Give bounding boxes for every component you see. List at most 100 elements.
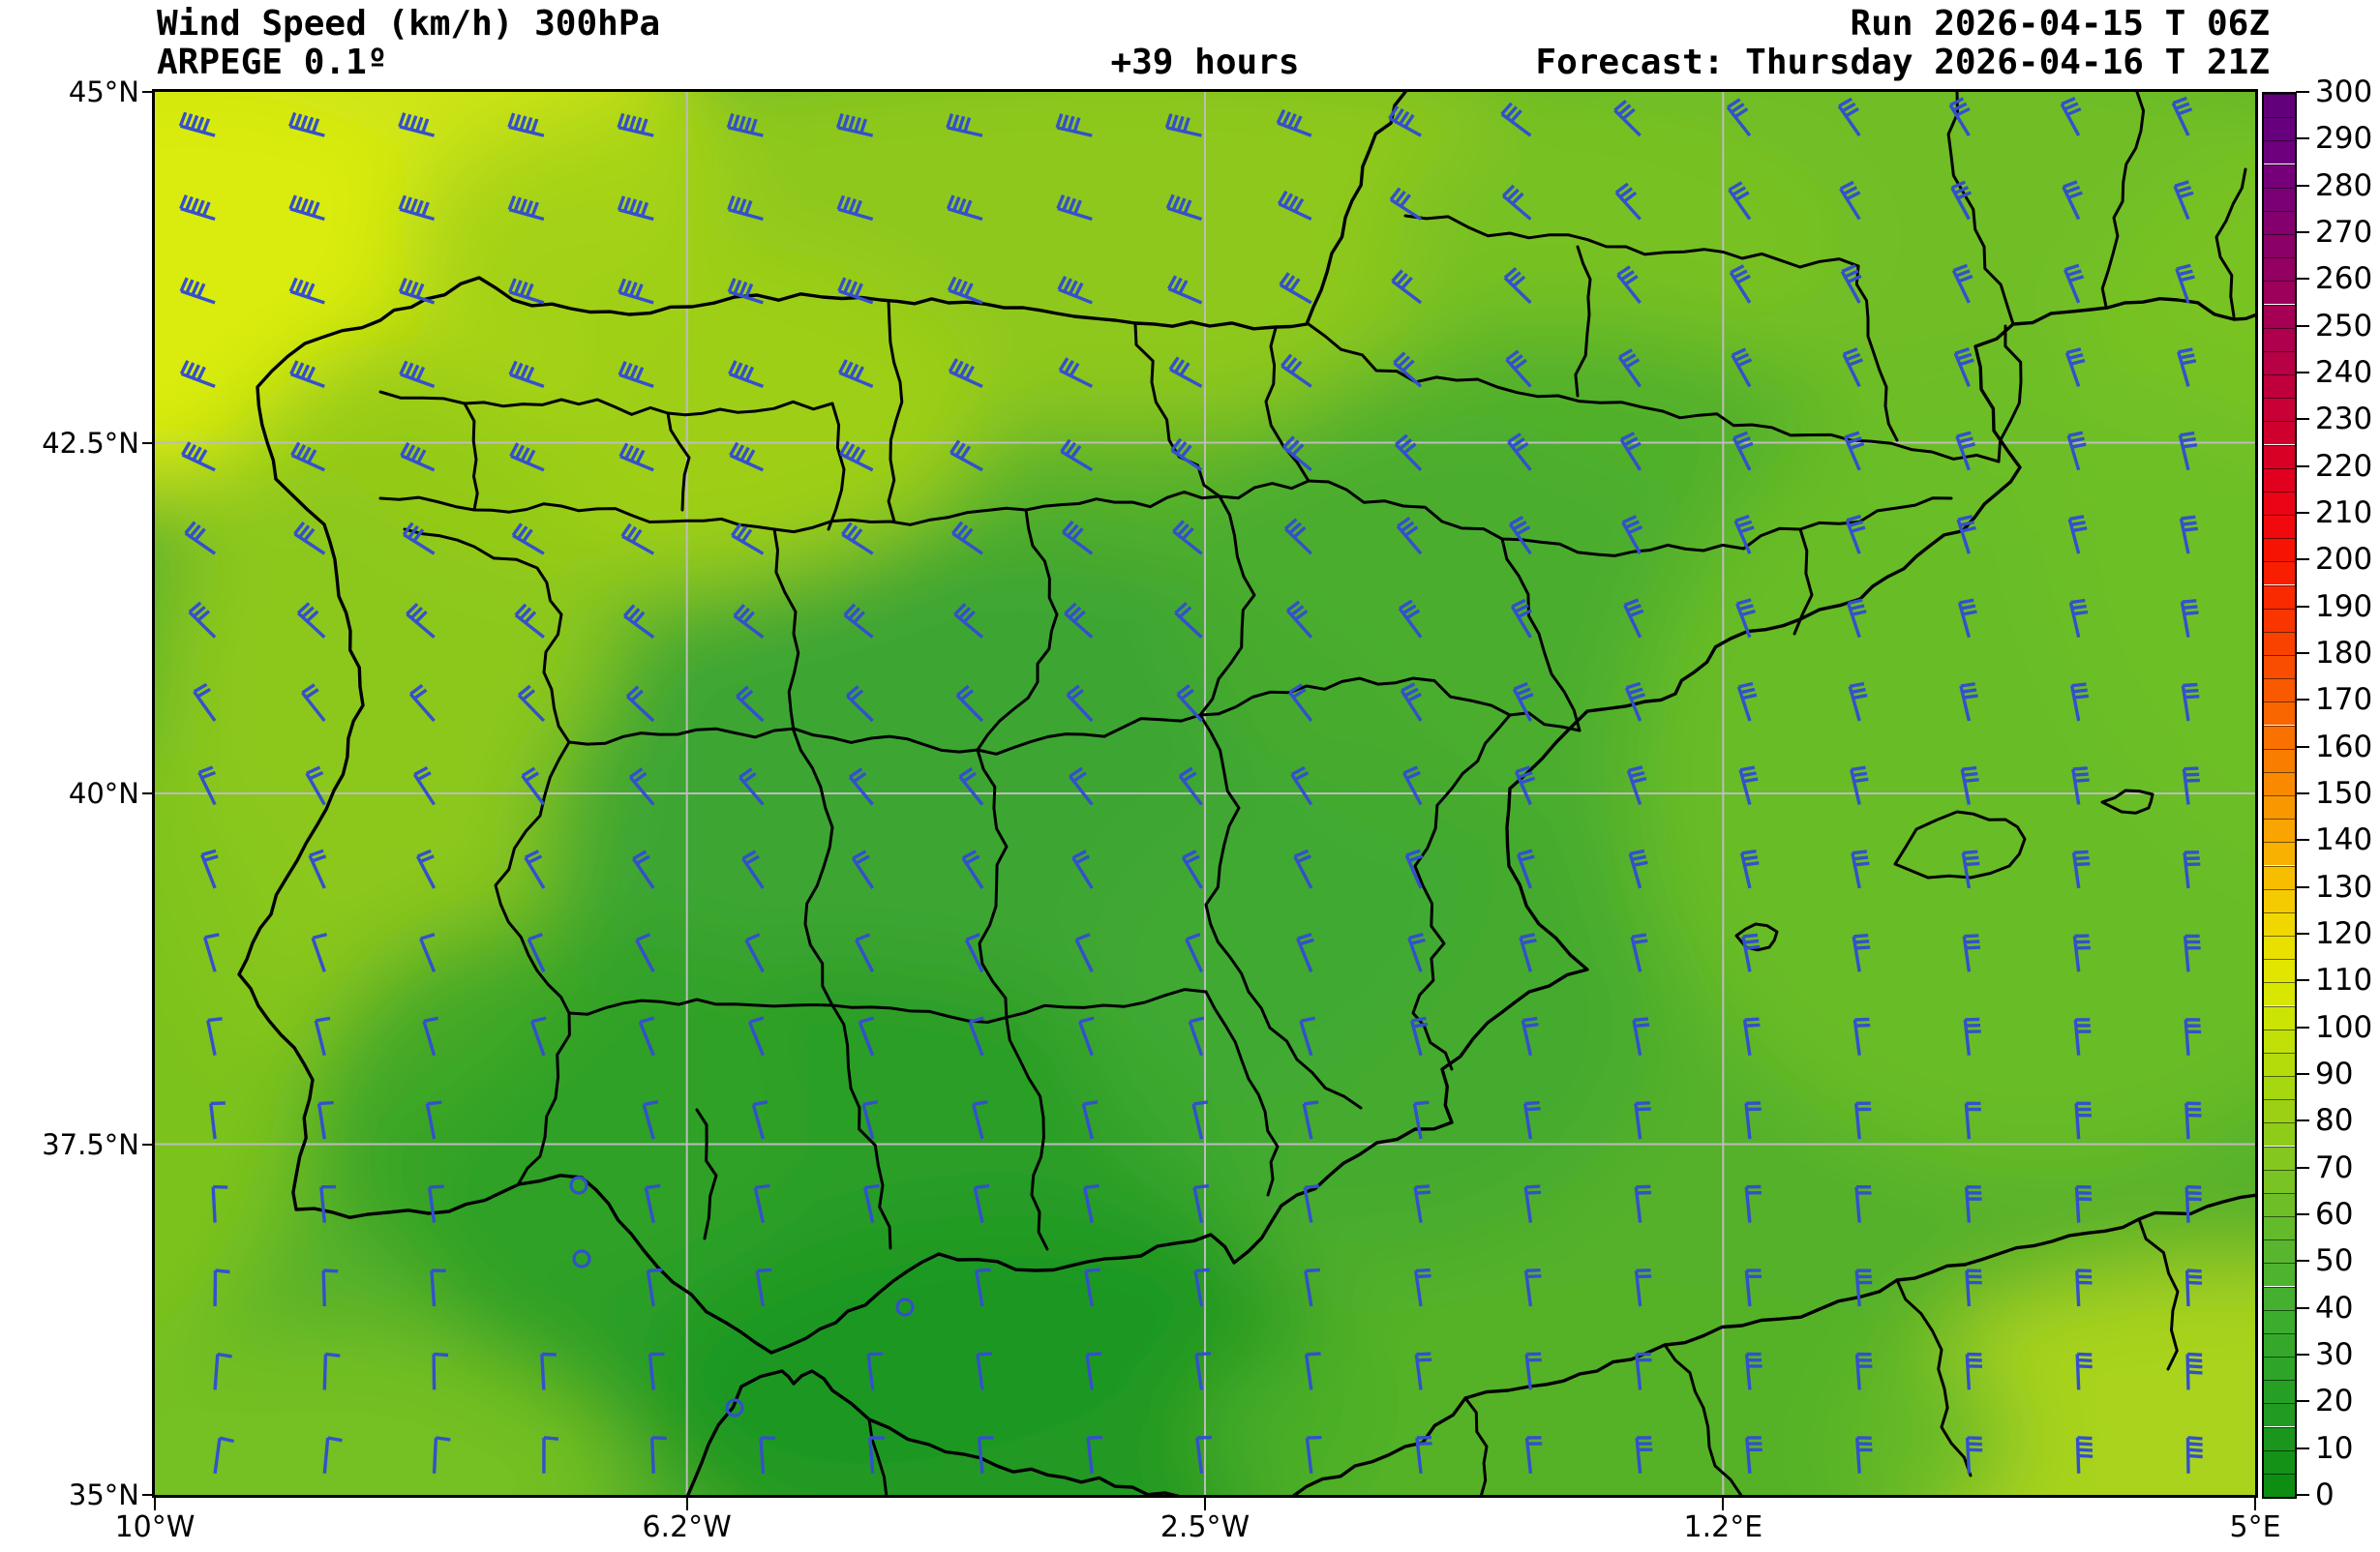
province-border — [2137, 1217, 2180, 1371]
wind-barb — [1948, 97, 1971, 136]
lat-tick-mark — [142, 91, 155, 93]
wind-barb — [949, 439, 983, 472]
wind-barb — [1744, 1352, 1762, 1390]
wind-barb — [1412, 1100, 1430, 1140]
colorbar-segment — [2264, 421, 2295, 445]
colorbar-tick-label: 170 — [2315, 682, 2373, 718]
wind-barb — [747, 1016, 765, 1057]
wind-barb — [1500, 102, 1532, 137]
wind-barb — [1393, 351, 1423, 388]
wind-barb — [181, 441, 216, 472]
colorbar-tick-mark — [2296, 933, 2309, 935]
wind-barb — [322, 1352, 341, 1390]
province-border — [772, 527, 800, 732]
wind-barb — [1519, 933, 1537, 972]
wind-barb — [1729, 264, 1752, 304]
colorbar-segment — [2264, 1146, 2295, 1170]
wind-barb — [1170, 437, 1203, 472]
colorbar-segment — [2264, 678, 2295, 702]
wind-barb — [398, 194, 436, 222]
wind-barb — [415, 849, 437, 889]
wind-barb — [1396, 516, 1423, 555]
wind-barb — [314, 1016, 331, 1057]
wind-barb — [977, 1436, 994, 1474]
wind-barb — [848, 767, 875, 806]
colorbar-tick-mark — [2296, 1073, 2309, 1075]
wind-barb — [618, 361, 654, 389]
wind-barb — [1057, 276, 1093, 305]
colorbar-tick-mark — [2296, 231, 2309, 233]
wind-barb — [419, 933, 437, 972]
wind-barb — [2184, 1018, 2202, 1056]
wind-barb — [200, 849, 219, 889]
colorbar-tick-mark — [2296, 1354, 2309, 1356]
wind-barb — [1965, 1185, 1982, 1223]
colorbar-segment — [2264, 281, 2295, 305]
wind-barb — [1965, 1268, 1982, 1307]
wind-barb — [1404, 849, 1424, 889]
colorbar-segment — [2264, 748, 2295, 772]
wind-barb — [1959, 682, 1978, 722]
colorbar-segment — [2264, 795, 2295, 820]
wind-barb — [213, 1268, 230, 1307]
colorbar-tick-label: 140 — [2315, 822, 2373, 858]
wind-barb — [1510, 598, 1532, 639]
wind-barb — [509, 442, 545, 472]
wind-barb — [731, 522, 765, 555]
wind-barb — [1624, 681, 1646, 722]
colorbar-segment — [2264, 1192, 2295, 1216]
province-border — [1500, 537, 1582, 732]
wind-barb — [1296, 932, 1314, 972]
wind-barb — [1634, 1101, 1651, 1140]
wind-barb — [729, 441, 765, 472]
lat-tick-label: 40°N — [68, 777, 139, 810]
province-border — [1204, 990, 1280, 1197]
province-border — [1463, 1396, 1489, 1495]
wind-barb — [1279, 272, 1312, 305]
wind-barb — [179, 277, 216, 305]
wind-barb — [213, 1436, 234, 1475]
colorbar-segment — [2264, 398, 2295, 422]
wind-barb — [1736, 681, 1758, 722]
wind-barb — [1391, 269, 1423, 305]
province-border — [1403, 214, 1860, 269]
colorbar-segment — [2264, 842, 2295, 866]
colorbar-segment — [2264, 1357, 2295, 1381]
wind-barb — [1951, 263, 1973, 304]
wind-barb — [1388, 104, 1422, 137]
colorbar-tick-mark — [2296, 1447, 2309, 1449]
wind-barb — [1846, 598, 1867, 639]
wind-barb — [1619, 432, 1642, 471]
wind-barb — [1745, 1436, 1762, 1474]
wind-barb — [1280, 353, 1312, 388]
colorbar-segment — [2264, 94, 2295, 118]
wind-barb — [1744, 1101, 1762, 1140]
wind-barb — [1850, 765, 1869, 805]
province-border — [1133, 322, 1221, 498]
wind-barb — [213, 1352, 232, 1390]
colorbar-tick-mark — [2296, 464, 2309, 467]
wind-barb — [861, 1100, 879, 1140]
wind-barb — [726, 112, 764, 137]
wind-barb — [398, 278, 436, 305]
wind-barb — [1517, 849, 1535, 889]
wind-barb — [290, 441, 326, 472]
lon-tick-mark — [1204, 1498, 1206, 1510]
wind-barb — [2072, 934, 2091, 972]
wind-barb — [540, 1352, 557, 1390]
wind-barb — [1398, 599, 1423, 639]
wind-barb — [2173, 180, 2194, 221]
wind-barb — [837, 359, 874, 388]
wind-barb — [514, 603, 545, 639]
lon-tick-mark — [1722, 1498, 1725, 1510]
coastline-path — [686, 1369, 1181, 1495]
wind-barb — [2185, 1352, 2203, 1390]
province-border — [403, 527, 571, 1185]
colorbar-tick-mark — [2296, 699, 2309, 701]
wind-barb — [316, 1100, 334, 1140]
province-border — [976, 748, 1009, 1021]
wind-barb — [193, 682, 217, 722]
wind-barb — [1389, 187, 1423, 221]
province-border — [976, 508, 1059, 752]
